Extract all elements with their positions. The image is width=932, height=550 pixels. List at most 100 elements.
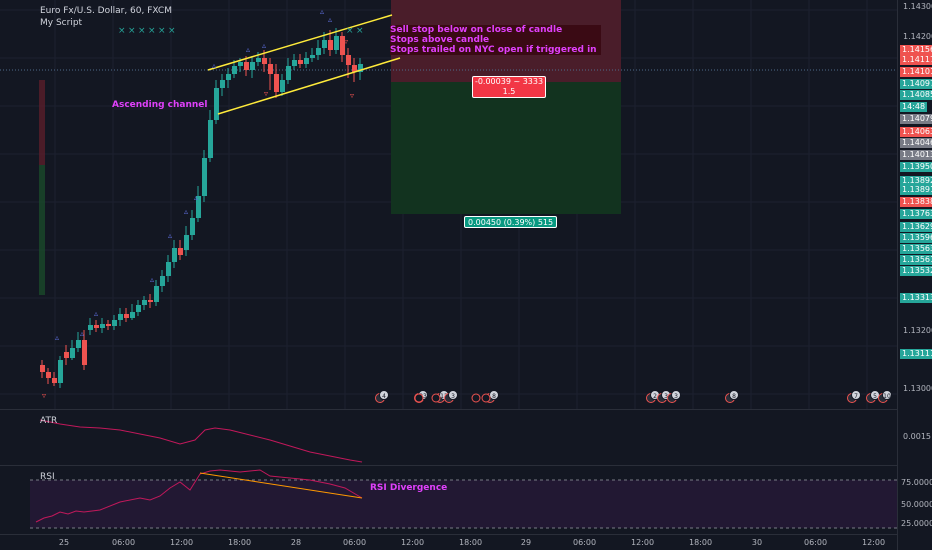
event-count: 3 <box>674 393 678 400</box>
price-tag: 1.14097 <box>900 79 932 89</box>
signal-arrow-up: ▵ <box>94 309 98 318</box>
candle-up <box>322 40 327 48</box>
candle-down <box>94 325 99 328</box>
event-marker: 3 <box>444 390 458 403</box>
price-tag: 1.13629 <box>900 222 932 232</box>
price-tag: 1.13892 <box>900 176 932 186</box>
candle-up <box>112 320 117 326</box>
atr-canvas[interactable] <box>0 410 897 465</box>
atr-pane[interactable]: ATR <box>0 410 897 465</box>
event-marker: 7 <box>847 390 861 403</box>
trade-rules-note: Sell stop below on close of candle Stops … <box>390 25 601 55</box>
rsi-canvas[interactable] <box>0 466 897 534</box>
price-axis-tick: 1.13000 <box>903 384 932 393</box>
price-chart-canvas[interactable]: ××××××××▿▿▿▿▵▵▵▵▵▵▵▵▵▵▵▵433123823387510 <box>0 0 897 409</box>
time-axis-tick: 25 <box>58 538 70 547</box>
event-flag-icon <box>471 393 481 403</box>
candle-down <box>352 65 357 72</box>
event-marker: 5 <box>866 390 880 403</box>
event-count: 4 <box>382 393 386 400</box>
signal-arrow-up: ▵ <box>80 329 84 338</box>
event-count: 7 <box>854 393 858 400</box>
event-circle <box>448 390 458 400</box>
rsi-divergence-line <box>199 472 363 499</box>
signal-arrow-down: ▿ <box>350 91 354 100</box>
atr-title: ATR <box>40 416 58 426</box>
price-tag: 1.13596 <box>900 233 932 243</box>
candle-down <box>82 340 87 365</box>
time-axis-tick: 06:00 <box>343 538 367 547</box>
candle-up <box>208 120 213 158</box>
candle-up <box>76 340 81 348</box>
candle-up <box>232 66 237 74</box>
candle-down <box>328 40 333 50</box>
price-tag: 1.13313 <box>900 293 932 303</box>
candle-up <box>214 88 219 120</box>
signal-arrow-up: ▵ <box>212 61 216 70</box>
rsi-axis-tick: 50.0000 <box>901 500 932 509</box>
trade-rule-line: Stops above candle <box>390 35 601 45</box>
price-tag: 1.14079 <box>900 114 932 124</box>
left-band-red <box>39 80 45 165</box>
price-axis-tick: 1.13200 <box>903 326 932 335</box>
atr-line <box>39 419 363 463</box>
channel-lower-line <box>217 57 401 115</box>
candle-up <box>190 218 195 235</box>
signal-arrow-up: ▵ <box>246 45 250 54</box>
reward-label-box: 0.00450 (0.39%) 515 <box>464 216 558 228</box>
candle-up <box>118 314 123 320</box>
atr-axis-tick: 0.0015 <box>903 432 931 441</box>
event-marker: 10 <box>878 390 892 403</box>
price-tag: 1.14046 <box>900 138 932 148</box>
rsi-pane[interactable]: RSI RSI Divergence <box>0 466 897 534</box>
candle-down <box>262 58 267 64</box>
candle-up <box>142 300 147 305</box>
price-tag: 1.14101 <box>900 67 932 77</box>
signal-x-marker: × <box>168 26 176 36</box>
pane-separator[interactable] <box>0 465 932 466</box>
candle-up <box>238 62 243 66</box>
left-band-green <box>39 165 45 295</box>
price-tag: 1.14063 <box>900 127 932 137</box>
price-tag: 1.14013 <box>900 150 932 160</box>
candle-up <box>58 360 63 383</box>
candle-down <box>298 60 303 64</box>
rsi-title: RSI <box>40 472 55 482</box>
pane-separator[interactable] <box>0 409 932 410</box>
event-count: 12 <box>440 393 448 400</box>
price-tag: 1.14156 <box>900 45 932 55</box>
candle-up <box>286 66 291 80</box>
candle-up <box>280 80 285 92</box>
signal-arrow-up: ▵ <box>194 193 198 202</box>
time-axis-tick: 06:00 <box>573 538 597 547</box>
candle-down <box>46 372 51 378</box>
time-axis[interactable]: 25 06:00 12:00 18:00 28 06:00 12:00 18:00 29 06:0… <box>0 534 897 550</box>
candle-up <box>250 62 255 70</box>
event-marker: 8 <box>725 390 739 403</box>
event-circle <box>379 390 389 400</box>
take-profit-zone <box>391 82 621 214</box>
trade-rule-line: Sell stop below on close of candle <box>390 25 601 35</box>
event-count: 3 <box>664 393 668 400</box>
event-circle <box>671 390 681 400</box>
candle-up <box>172 248 177 262</box>
candle-down <box>64 352 69 358</box>
event-marker: 4 <box>375 390 389 403</box>
candle-down <box>340 36 345 55</box>
rsi-line <box>35 469 363 523</box>
ascending-channel-label: Ascending channel <box>112 100 208 110</box>
price-axis-tick: 1.14300 <box>903 2 932 11</box>
signal-x-marker: × <box>128 26 136 36</box>
signal-arrow-up: ▵ <box>168 231 172 240</box>
risk-amount: -0.00039 ~ 3333 <box>474 77 544 86</box>
price-axis[interactable]: 1.143001.142001.132001.13000 1.141561.14… <box>897 0 932 550</box>
rsi-divergence-label: RSI Divergence <box>370 483 448 493</box>
time-axis-tick: 18:00 <box>689 538 713 547</box>
signal-x-marker: × <box>118 26 126 36</box>
candle-up <box>220 80 225 88</box>
price-pane[interactable]: ××××××××▿▿▿▿▵▵▵▵▵▵▵▵▵▵▵▵433123823387510 … <box>0 0 897 409</box>
time-axis-tick: 30 <box>751 538 763 547</box>
time-axis-tick: 18:00 <box>228 538 252 547</box>
signal-arrow-up: ▵ <box>184 207 188 216</box>
